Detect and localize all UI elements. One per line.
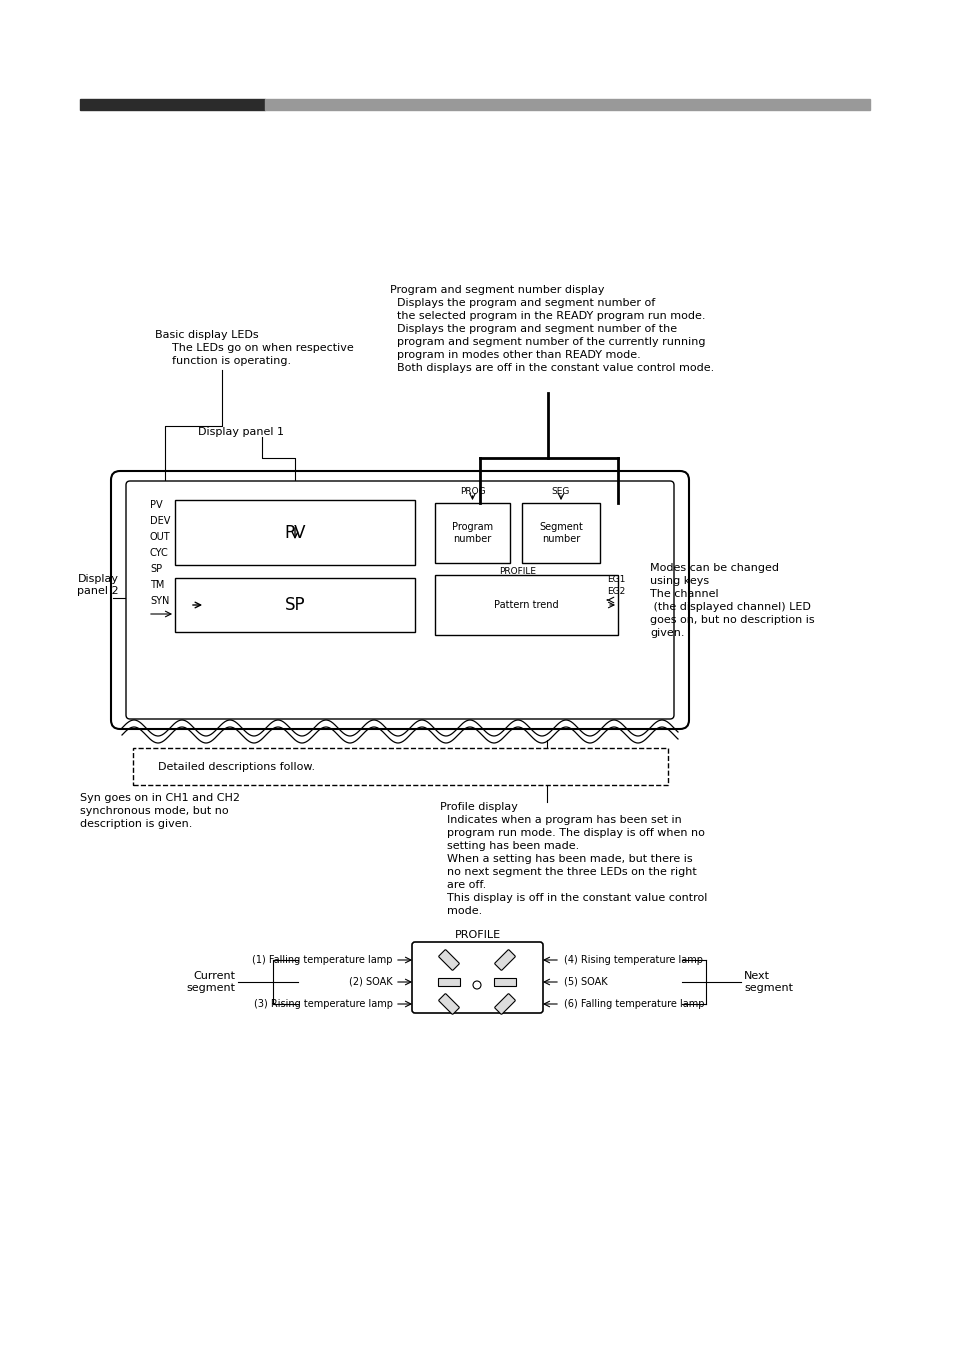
Text: EG1: EG1 (606, 576, 625, 585)
Text: This display is off in the constant value control: This display is off in the constant valu… (439, 893, 706, 902)
Text: PROG: PROG (459, 486, 485, 496)
Text: Display
panel 2: Display panel 2 (77, 574, 118, 596)
Text: Segment
number: Segment number (538, 523, 582, 544)
Text: Pattern trend: Pattern trend (494, 600, 558, 611)
Text: program run mode. The display is off when no: program run mode. The display is off whe… (439, 828, 704, 838)
Circle shape (473, 981, 480, 989)
Bar (437, 978, 459, 986)
Text: Displays the program and segment number of: Displays the program and segment number … (390, 299, 655, 308)
Bar (80, 99, 265, 109)
Text: SEG: SEG (551, 486, 570, 496)
Text: Program and segment number display: Program and segment number display (390, 285, 604, 295)
FancyBboxPatch shape (495, 950, 515, 970)
FancyBboxPatch shape (438, 950, 458, 970)
Text: Displays the program and segment number of the: Displays the program and segment number … (390, 324, 677, 334)
Text: The LEDs go on when respective: The LEDs go on when respective (172, 343, 354, 353)
Text: the selected program in the READY program run mode.: the selected program in the READY progra… (390, 311, 705, 322)
Text: Next
segment: Next segment (743, 971, 792, 993)
Text: (6) Falling temperature lamp: (6) Falling temperature lamp (563, 998, 703, 1009)
Text: function is operating.: function is operating. (172, 357, 291, 366)
Text: (1) Falling temperature lamp: (1) Falling temperature lamp (253, 955, 393, 965)
Bar (174, 500, 415, 565)
Text: Syn goes on in CH1 and CH2: Syn goes on in CH1 and CH2 (80, 793, 240, 802)
Text: Display panel 1: Display panel 1 (198, 427, 284, 436)
Text: PROFILE: PROFILE (454, 929, 500, 940)
Text: CYC: CYC (150, 549, 169, 558)
Text: (the displayed channel) LED: (the displayed channel) LED (649, 603, 810, 612)
Text: The channel: The channel (649, 589, 718, 598)
Text: (3) Rising temperature lamp: (3) Rising temperature lamp (253, 998, 393, 1009)
Text: (2) SOAK: (2) SOAK (349, 977, 393, 988)
Text: EG2: EG2 (606, 588, 624, 597)
Text: PV: PV (150, 500, 162, 509)
Text: Indicates when a program has been set in: Indicates when a program has been set in (439, 815, 681, 825)
Text: Modes can be changed: Modes can be changed (649, 563, 779, 573)
Text: TM: TM (150, 580, 164, 590)
Bar (494, 978, 516, 986)
Text: synchronous mode, but no: synchronous mode, but no (80, 807, 229, 816)
FancyBboxPatch shape (412, 942, 542, 1013)
Text: Current
segment: Current segment (186, 971, 234, 993)
Text: Program
number: Program number (452, 523, 493, 544)
Text: Basic display LEDs: Basic display LEDs (154, 330, 258, 340)
Text: Profile display: Profile display (439, 802, 517, 812)
Text: setting has been made.: setting has been made. (439, 842, 578, 851)
Text: program and segment number of the currently running: program and segment number of the curren… (390, 336, 705, 347)
Text: SP: SP (284, 596, 305, 613)
Text: Both displays are off in the constant value control mode.: Both displays are off in the constant va… (390, 363, 714, 373)
Bar (435, 503, 510, 563)
Text: program in modes other than READY mode.: program in modes other than READY mode. (390, 350, 640, 359)
Text: (4) Rising temperature lamp: (4) Rising temperature lamp (563, 955, 702, 965)
Bar (132, 748, 667, 785)
Text: OUT: OUT (150, 532, 171, 542)
Text: using keys: using keys (649, 576, 708, 586)
Text: given.: given. (649, 628, 684, 638)
FancyBboxPatch shape (495, 994, 515, 1015)
Bar (435, 576, 618, 635)
Text: mode.: mode. (439, 907, 482, 916)
Bar (265, 99, 869, 109)
Text: Detailed descriptions follow.: Detailed descriptions follow. (158, 762, 314, 771)
Text: no next segment the three LEDs on the right: no next segment the three LEDs on the ri… (439, 867, 696, 877)
Bar (521, 503, 599, 563)
Text: DEV: DEV (150, 516, 171, 526)
Text: are off.: are off. (439, 880, 486, 890)
Text: When a setting has been made, but there is: When a setting has been made, but there … (439, 854, 692, 865)
Text: SYN: SYN (150, 596, 170, 607)
Text: description is given.: description is given. (80, 819, 193, 830)
FancyBboxPatch shape (126, 481, 673, 719)
Text: (5) SOAK: (5) SOAK (563, 977, 607, 988)
Text: SP: SP (150, 563, 162, 574)
Text: PROFILE: PROFILE (498, 567, 536, 577)
Text: goes on, but no description is: goes on, but no description is (649, 615, 814, 626)
FancyBboxPatch shape (111, 471, 688, 730)
Text: PV: PV (284, 523, 305, 542)
FancyBboxPatch shape (438, 994, 458, 1015)
Bar (174, 578, 415, 632)
